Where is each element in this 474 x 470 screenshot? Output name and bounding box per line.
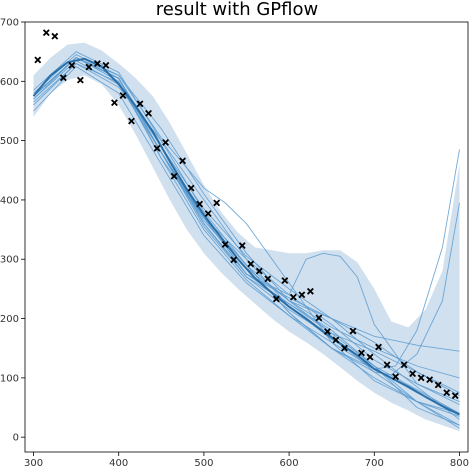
y-tick-label: 300 bbox=[0, 255, 19, 266]
observation-point-28 bbox=[264, 275, 272, 283]
y-tick-label: 100 bbox=[0, 373, 19, 384]
observation-point-6 bbox=[76, 76, 84, 84]
confidence-band-layer bbox=[33, 42, 460, 432]
x-tick-label: 300 bbox=[24, 458, 43, 469]
observation-point-27 bbox=[255, 267, 263, 275]
observation-point-22 bbox=[213, 199, 221, 207]
observation-point-42 bbox=[383, 361, 391, 369]
sample-line-10 bbox=[33, 57, 460, 414]
observation-point-45 bbox=[409, 370, 417, 378]
x-tick-label: 600 bbox=[280, 458, 299, 469]
observation-point-44 bbox=[400, 361, 408, 369]
observation-point-14 bbox=[145, 109, 152, 117]
observation-point-47 bbox=[426, 376, 434, 384]
sample-line-13 bbox=[33, 57, 460, 370]
y-tick-label: 0 bbox=[13, 433, 19, 444]
observation-point-16 bbox=[162, 138, 170, 146]
observation-point-1 bbox=[34, 56, 42, 64]
observation-point-20 bbox=[196, 200, 204, 208]
observation-point-13 bbox=[136, 100, 144, 108]
y-tick-label: 400 bbox=[0, 195, 19, 206]
observation-point-23 bbox=[221, 240, 229, 248]
observation-point-12 bbox=[128, 117, 135, 125]
observation-point-49 bbox=[443, 389, 451, 397]
observation-point-26 bbox=[247, 260, 255, 268]
mean-layer bbox=[32, 57, 460, 416]
x-axis-ticks: 300 400 500 600 700 800 bbox=[24, 452, 469, 469]
observation-point-46 bbox=[417, 374, 425, 382]
observation-point-15 bbox=[153, 144, 161, 152]
observation-point-10 bbox=[111, 99, 118, 107]
samples-layer bbox=[33, 51, 460, 429]
x-tick-label: 500 bbox=[194, 458, 213, 469]
observation-point-40 bbox=[366, 353, 374, 361]
observation-point-48 bbox=[434, 381, 442, 389]
sample-line-11 bbox=[33, 57, 460, 352]
y-tick-label: 500 bbox=[0, 136, 19, 147]
observation-point-5 bbox=[68, 61, 76, 69]
observation-point-18 bbox=[179, 157, 187, 165]
observation-point-3 bbox=[51, 32, 59, 40]
confidence-band bbox=[33, 42, 460, 432]
y-tick-label: 600 bbox=[0, 77, 19, 88]
mean-line bbox=[32, 57, 460, 416]
y-axis-ticks: 0 100 200 300 400 500 600 700 bbox=[0, 18, 25, 444]
observation-point-36 bbox=[332, 336, 340, 344]
axes-layer bbox=[24, 21, 469, 453]
sample-line-3 bbox=[33, 57, 460, 406]
observation-point-41 bbox=[375, 343, 382, 351]
observation-point-37 bbox=[341, 344, 348, 352]
observation-point-32 bbox=[298, 291, 306, 299]
observations-layer bbox=[34, 29, 459, 400]
observation-point-29 bbox=[272, 295, 280, 303]
observation-point-50 bbox=[451, 392, 459, 400]
observation-point-39 bbox=[358, 349, 365, 357]
observation-point-34 bbox=[315, 314, 323, 322]
x-tick-label: 800 bbox=[450, 458, 469, 469]
y-tick-label: 200 bbox=[0, 314, 19, 325]
observation-point-38 bbox=[349, 327, 357, 335]
x-tick-label: 400 bbox=[109, 458, 128, 469]
observation-point-30 bbox=[281, 277, 289, 285]
observation-point-11 bbox=[119, 92, 127, 99]
observation-point-19 bbox=[187, 184, 195, 192]
observation-point-43 bbox=[392, 373, 400, 381]
observation-point-4 bbox=[59, 74, 67, 82]
chart-title: result with GPflow bbox=[155, 0, 319, 20]
y-tick-label: 700 bbox=[0, 18, 19, 29]
observation-point-21 bbox=[204, 210, 212, 218]
observation-point-9 bbox=[102, 61, 110, 69]
observation-point-25 bbox=[238, 242, 246, 250]
observation-point-35 bbox=[323, 328, 331, 336]
x-tick-label: 700 bbox=[365, 458, 384, 469]
observation-point-33 bbox=[306, 287, 314, 295]
observation-point-31 bbox=[289, 293, 297, 301]
observation-point-7 bbox=[85, 63, 93, 71]
observation-point-24 bbox=[230, 256, 238, 264]
observation-point-8 bbox=[93, 60, 101, 67]
plot-frame bbox=[24, 21, 469, 453]
observation-point-17 bbox=[170, 172, 178, 180]
observation-point-2 bbox=[42, 29, 50, 37]
